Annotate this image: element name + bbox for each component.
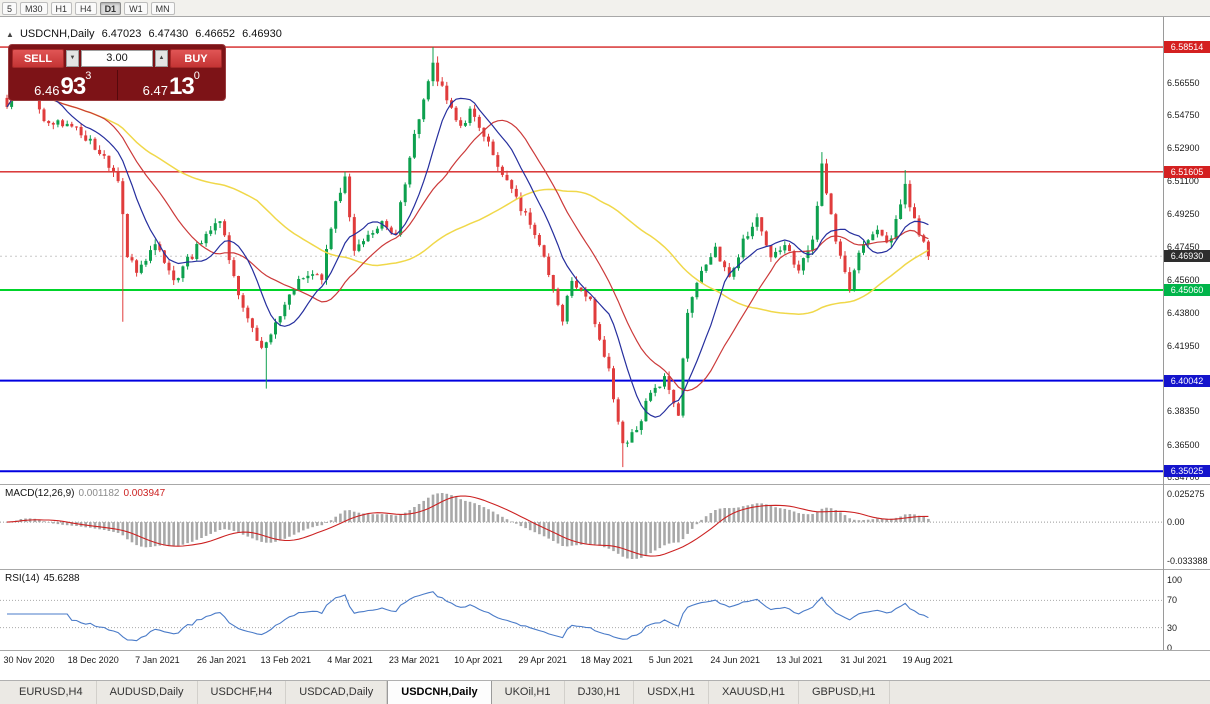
timeframe-toolbar: 5 M30 H1 H4 D1 W1 MN [0, 0, 1210, 17]
date-label: 4 Mar 2021 [327, 655, 373, 665]
volume-input[interactable]: 3.00 [81, 50, 153, 67]
chart-symbol: USDCNH,Daily [19, 28, 95, 40]
price-axis-label: 6.45600 [1167, 275, 1200, 286]
chart-tab-usdchf-h4[interactable]: USDCHF,H4 [198, 681, 287, 704]
price-axis-label: 6.52900 [1167, 143, 1200, 154]
timeframe-button-mn[interactable]: MN [150, 1, 175, 15]
trade-controls-row: SELL ▼ 3.00 ▲ BUY [9, 45, 225, 69]
date-label: 5 Jun 2021 [648, 655, 694, 665]
date-label: 13 Jul 2021 [776, 655, 823, 665]
rsi-axis-label: 30 [1167, 622, 1178, 633]
date-label: 13 Feb 2021 [260, 655, 312, 665]
collapse-trade-panel-icon[interactable]: ▲ [6, 30, 14, 39]
time-axis[interactable]: 30 Nov 2020 18 Dec 2020 7 Jan 2021 26 Jan 2… [0, 650, 1210, 680]
ohlc-high: 6.47430 [148, 28, 189, 40]
date-label: 18 Dec 2020 [67, 655, 119, 665]
rsi-name: RSI(14) [5, 573, 40, 584]
chart-tab-dj30-h1[interactable]: DJ30,H1 [565, 681, 635, 704]
timeframe-button-h4[interactable]: H4 [75, 1, 97, 15]
buy-price-big-digits: 13 [168, 73, 195, 100]
timeframe-button-5[interactable]: 5 [2, 1, 18, 15]
date-label: 7 Jan 2021 [135, 655, 180, 665]
volume-increase-button[interactable]: ▲ [155, 50, 168, 67]
price-axis-label: 6.47450 [1167, 241, 1200, 252]
timeframe-button-h1[interactable]: H1 [50, 1, 73, 15]
sell-price-display[interactable]: 6.46 93 3 [9, 70, 118, 100]
macd-panel: MACD(12,26,9) 0.001182 0.003947 0.025275 0.… [0, 484, 1210, 569]
chart-tab-gbpusd-h1[interactable]: GBPUSD,H1 [799, 681, 890, 704]
macd-axis-label: -0.033388 [1167, 556, 1208, 566]
ohlc-open: 6.47023 [101, 28, 142, 40]
one-click-trading-panel: SELL ▼ 3.00 ▲ BUY 6.46 93 3 6.47 13 0 [8, 44, 226, 101]
chart-tab-xauusd-h1[interactable]: XAUUSD,H1 [709, 681, 799, 704]
price-axis-label: 6.36500 [1167, 439, 1200, 450]
macd-axis-label: 0.00 [1167, 517, 1185, 528]
chart-tab-ukoil-h1[interactable]: UKOil,H1 [492, 681, 565, 704]
sell-price-pipette: 3 [85, 70, 92, 82]
buy-price-display[interactable]: 6.47 13 0 [118, 70, 226, 100]
date-label: 19 Aug 2021 [902, 655, 954, 665]
chart-tab-eurusd-h4[interactable]: EURUSD,H4 [6, 681, 97, 704]
date-label: 18 May 2021 [580, 655, 633, 665]
price-badge: 6.51605 [1164, 165, 1210, 178]
rsi-canvas[interactable] [0, 570, 1163, 650]
price-badge: 6.46930 [1164, 250, 1210, 263]
date-label: 24 Jun 2021 [710, 655, 760, 665]
macd-main-value: 0.001182 [78, 488, 120, 499]
timeframe-button-m30[interactable]: M30 [20, 1, 48, 15]
ohlc-low: 6.46652 [195, 28, 236, 40]
rsi-value: 45.6288 [43, 573, 80, 584]
price-axis-label: 6.56550 [1167, 77, 1200, 88]
rsi-label: RSI(14) 45.6288 [5, 573, 84, 584]
main-chart: 6.56550 6.54750 6.52900 6.51100 6.49250 6.474… [0, 17, 1210, 484]
rsi-panel: RSI(14) 45.6288 100 70 30 0 [0, 569, 1210, 653]
symbol-tab-bar: EURUSD,H4 AUDUSD,Daily USDCHF,H4 USDCAD,Dai… [0, 680, 1210, 704]
rsi-axis-label: 70 [1167, 595, 1178, 606]
price-axis-label: 6.41950 [1167, 341, 1200, 352]
price-badge: 6.58514 [1164, 41, 1210, 54]
price-axis-label: 6.49250 [1167, 209, 1200, 220]
sell-button[interactable]: SELL [12, 49, 64, 68]
chart-tab-usdcad-daily[interactable]: USDCAD,Daily [286, 681, 388, 704]
chart-tab-audusd-daily[interactable]: AUDUSD,Daily [97, 681, 198, 704]
date-label: 26 Jan 2021 [196, 655, 247, 665]
timeframe-button-d1[interactable]: D1 [99, 1, 122, 15]
macd-signal-value: 0.003947 [123, 488, 166, 499]
price-axis-label: 6.43800 [1167, 307, 1200, 318]
price-badge: 6.35025 [1164, 465, 1210, 478]
sell-price-prefix: 6.46 [34, 83, 60, 98]
rsi-axis-label: 0 [1167, 643, 1173, 653]
sell-price-big-digits: 93 [60, 73, 86, 100]
date-label: 29 Apr 2021 [518, 655, 567, 665]
date-label: 23 Mar 2021 [388, 655, 440, 665]
chart-tab-usdcnh-daily[interactable]: USDCNH,Daily [387, 681, 492, 704]
candlestick-canvas[interactable] [0, 17, 1163, 484]
macd-canvas[interactable] [0, 485, 1163, 569]
macd-label: MACD(12,26,9) 0.001182 0.003947 [5, 488, 169, 499]
macd-axis-label: 0.025275 [1167, 489, 1205, 499]
volume-decrease-button[interactable]: ▼ [66, 50, 79, 67]
date-label: 31 Jul 2021 [840, 655, 887, 665]
timeframe-button-w1[interactable]: W1 [124, 1, 148, 15]
price-axis[interactable]: 6.56550 6.54750 6.52900 6.51100 6.49250 6.474… [1164, 17, 1210, 484]
date-label: 10 Apr 2021 [454, 655, 503, 665]
macd-name: MACD(12,26,9) [5, 488, 75, 499]
chart-ohlc-line: ▲ USDCNH,Daily 6.47023 6.47430 6.46652 6… [6, 28, 286, 40]
price-axis-label: 6.38350 [1167, 406, 1200, 417]
chart-tab-usdx-h1[interactable]: USDX,H1 [634, 681, 709, 704]
price-badge: 6.45060 [1164, 283, 1210, 296]
buy-price-pipette: 0 [193, 70, 200, 82]
trade-price-row: 6.46 93 3 6.47 13 0 [9, 70, 225, 100]
price-axis-label: 6.51100 [1167, 175, 1199, 186]
date-label: 30 Nov 2020 [3, 655, 55, 665]
ohlc-close: 6.46930 [242, 28, 282, 40]
buy-button[interactable]: BUY [170, 49, 222, 68]
rsi-axis-label: 100 [1167, 575, 1183, 585]
axis-separator-line [1163, 17, 1164, 650]
buy-price-prefix: 6.47 [142, 83, 168, 98]
price-axis-label: 6.54750 [1167, 110, 1200, 121]
price-badge: 6.40042 [1164, 374, 1210, 387]
